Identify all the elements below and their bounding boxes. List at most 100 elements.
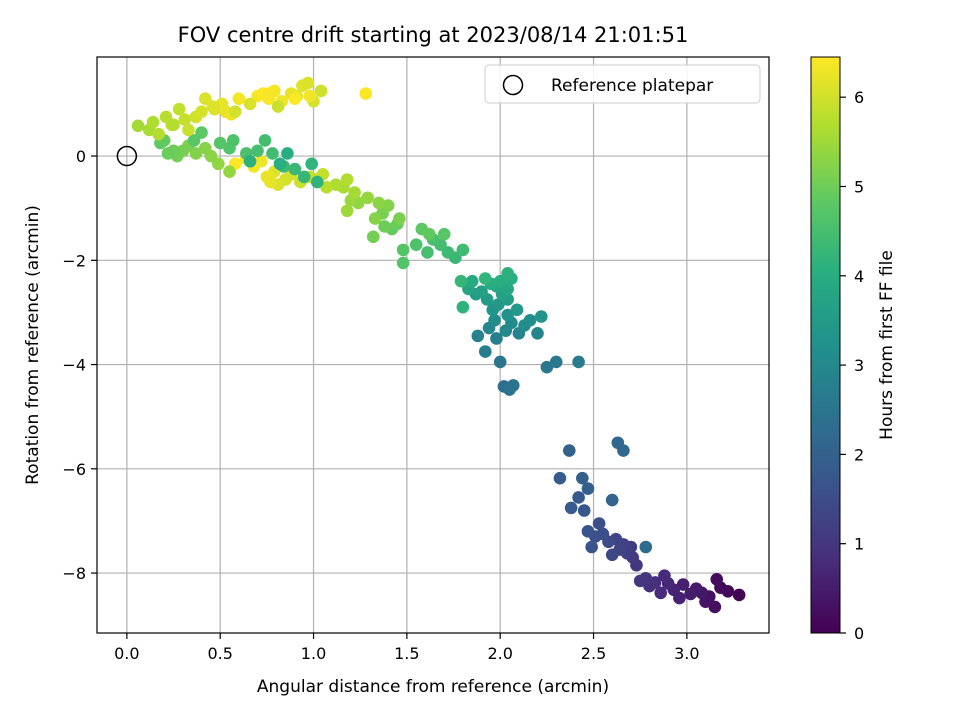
data-point [212, 157, 225, 171]
data-point [676, 578, 690, 591]
data-point [501, 267, 514, 280]
data-point [223, 165, 236, 178]
data-point [243, 97, 257, 111]
data-point [493, 355, 507, 369]
data-point [303, 89, 317, 103]
data-point [493, 274, 507, 288]
data-point [576, 471, 589, 485]
data-point [288, 162, 302, 176]
reference-platepar-marker [116, 145, 138, 167]
data-point [378, 220, 391, 233]
data-point [366, 230, 380, 244]
y-tick-label: −4 [62, 356, 86, 375]
data-point [684, 587, 697, 601]
data-point [288, 92, 302, 106]
x-axis-label: Angular distance from reference (arcmin) [257, 677, 609, 697]
data-point [273, 157, 287, 171]
x-tick-label: 2.0 [487, 644, 512, 663]
data-point [131, 119, 145, 133]
data-point [553, 471, 567, 485]
data-point [208, 102, 221, 116]
data-point [501, 282, 514, 296]
chart-title: FOV centre drift starting at 2023/08/14 … [178, 23, 689, 47]
colorbar-tick-label: 4 [854, 267, 864, 286]
colorbar-tick-label: 2 [854, 445, 864, 464]
legend-box [484, 64, 761, 104]
data-point [577, 504, 591, 517]
legend-marker [502, 74, 524, 96]
data-point [454, 274, 468, 288]
data-point [152, 127, 165, 141]
data-point [534, 310, 548, 323]
data-point [437, 227, 451, 241]
data-point [572, 355, 585, 369]
data-point [187, 134, 201, 147]
data-point [271, 100, 285, 113]
data-point [540, 360, 554, 374]
data-point [161, 147, 175, 160]
data-point [523, 313, 537, 327]
data-point [492, 298, 505, 311]
data-point [605, 548, 619, 562]
data-point [182, 123, 195, 137]
data-point [617, 444, 630, 457]
data-point [562, 444, 576, 457]
colorbar-label: Hours from first FF file [877, 250, 897, 440]
y-tick-label: −2 [62, 251, 86, 270]
colorbar-tick-label: 0 [854, 624, 864, 643]
x-tick-label: 0.0 [114, 644, 139, 663]
legend-label: Reference platepar [551, 76, 713, 96]
data-point [368, 212, 382, 225]
data-point [639, 540, 653, 554]
colorbar-tick-label: 5 [854, 177, 864, 196]
data-point [251, 144, 264, 158]
data-point [490, 332, 503, 345]
data-point [320, 181, 333, 194]
data-point [172, 102, 186, 116]
y-tick-label: 0 [76, 147, 86, 166]
colorbar-ticks: 0 1 2 3 4 5 6 [840, 88, 864, 643]
data-point [340, 204, 354, 218]
data-point [258, 134, 272, 147]
data-point [266, 147, 279, 160]
data-points [131, 76, 746, 614]
data-point [262, 87, 276, 100]
data-point [305, 157, 318, 171]
data-point [421, 246, 434, 259]
colorbar [810, 56, 841, 634]
colorbar-tick-label: 6 [854, 88, 864, 107]
data-point [310, 175, 324, 189]
x-axis-ticks: 0.0 0.5 1.0 1.5 2.0 2.5 3.0 [114, 633, 700, 663]
data-point [409, 238, 423, 251]
x-tick-label: 2.5 [581, 644, 606, 663]
y-tick-label: −8 [62, 564, 86, 583]
data-point [178, 113, 192, 126]
data-point [146, 115, 160, 129]
data-point [658, 569, 671, 582]
data-point [243, 154, 257, 168]
data-point [167, 118, 180, 132]
data-point [456, 243, 470, 257]
data-point [456, 300, 470, 314]
data-point [198, 141, 212, 155]
data-point [585, 540, 598, 554]
data-point [189, 147, 203, 160]
data-point [564, 501, 578, 515]
data-point [228, 105, 242, 119]
data-point [213, 136, 227, 150]
data-point [732, 588, 746, 602]
colorbar-tick-label: 3 [854, 356, 864, 375]
data-point [198, 92, 212, 106]
data-point [441, 246, 455, 259]
data-point [633, 574, 647, 588]
x-tick-label: 3.0 [674, 644, 699, 663]
data-point [372, 196, 386, 210]
data-point [501, 308, 514, 322]
data-point [654, 586, 668, 600]
data-point [506, 379, 520, 392]
data-point [531, 326, 544, 340]
y-axis-label: Rotation from reference (arcmin) [23, 205, 43, 485]
x-tick-label: 0.5 [207, 644, 232, 663]
data-point [359, 87, 373, 100]
